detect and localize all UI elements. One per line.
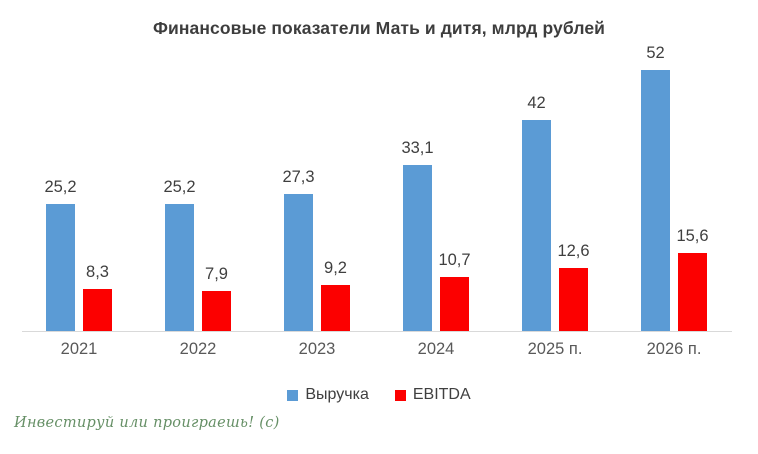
data-label-revenue-2021: 25,2 <box>44 178 77 196</box>
data-label-ebitda-2024: 10,7 <box>438 251 471 269</box>
bar-ebitda-2021[interactable] <box>83 289 112 331</box>
category-label-2023: 2023 <box>298 340 336 358</box>
data-label-revenue-2026п: 52 <box>646 44 665 62</box>
category-label-2026п: 2026 п. <box>646 340 702 358</box>
data-label-revenue-2023: 27,3 <box>282 168 315 186</box>
legend-swatch-icon-ebitda <box>394 389 406 401</box>
bar-ebitda-2023[interactable] <box>321 285 350 331</box>
bar-ebitda-2024[interactable] <box>440 277 469 331</box>
bar-revenue-2023[interactable] <box>284 194 313 331</box>
category-label-2024: 2024 <box>417 340 455 358</box>
bar-revenue-2024[interactable] <box>403 165 432 331</box>
category-axis-labels: 2021 2022 2023 2024 2025 п. 2026 п. <box>0 340 758 370</box>
legend-item-revenue[interactable]: Выручка <box>287 386 369 404</box>
legend-label: Выручка <box>305 386 369 403</box>
chart-legend: Выручка EBITDA <box>0 386 758 404</box>
bar-ebitda-2026п[interactable] <box>678 253 707 331</box>
data-label-ebitda-2021: 8,3 <box>86 263 109 281</box>
chart-title: Финансовые показатели Мать и дитя, млрд … <box>152 18 606 38</box>
legend-label: EBITDA <box>412 386 471 403</box>
data-label-ebitda-2023: 9,2 <box>324 259 347 277</box>
bar-ebitda-2025п[interactable] <box>559 268 588 331</box>
bar-ebitda-2022[interactable] <box>202 291 231 331</box>
category-axis-line <box>22 331 732 332</box>
category-label-2021: 2021 <box>60 340 98 358</box>
legend-swatch-icon-revenue <box>287 389 299 401</box>
category-label-2025п: 2025 п. <box>527 340 583 358</box>
data-label-ebitda-2022: 7,9 <box>205 265 228 283</box>
data-label-revenue-2025п: 42 <box>527 94 546 112</box>
bar-revenue-2026п[interactable] <box>641 70 670 331</box>
bar-revenue-2025п[interactable] <box>522 120 551 331</box>
bar-revenue-2022[interactable] <box>165 204 194 331</box>
data-label-ebitda-2026п: 15,6 <box>676 227 709 245</box>
data-label-revenue-2022: 25,2 <box>163 178 196 196</box>
bar-revenue-2021[interactable] <box>46 204 75 331</box>
legend-item-ebitda[interactable]: EBITDA <box>394 386 471 404</box>
watermark-text: Инвестируй или проиграешь! (с) <box>14 415 280 431</box>
data-label-revenue-2024: 33,1 <box>401 139 434 157</box>
category-label-2022: 2022 <box>179 340 217 358</box>
data-label-ebitda-2025п: 12,6 <box>557 242 590 260</box>
plot-area: 25,2 8,3 25,2 7,9 27,3 9,2 33,1 10,7 42 12,6 52 15,… <box>22 44 732 332</box>
